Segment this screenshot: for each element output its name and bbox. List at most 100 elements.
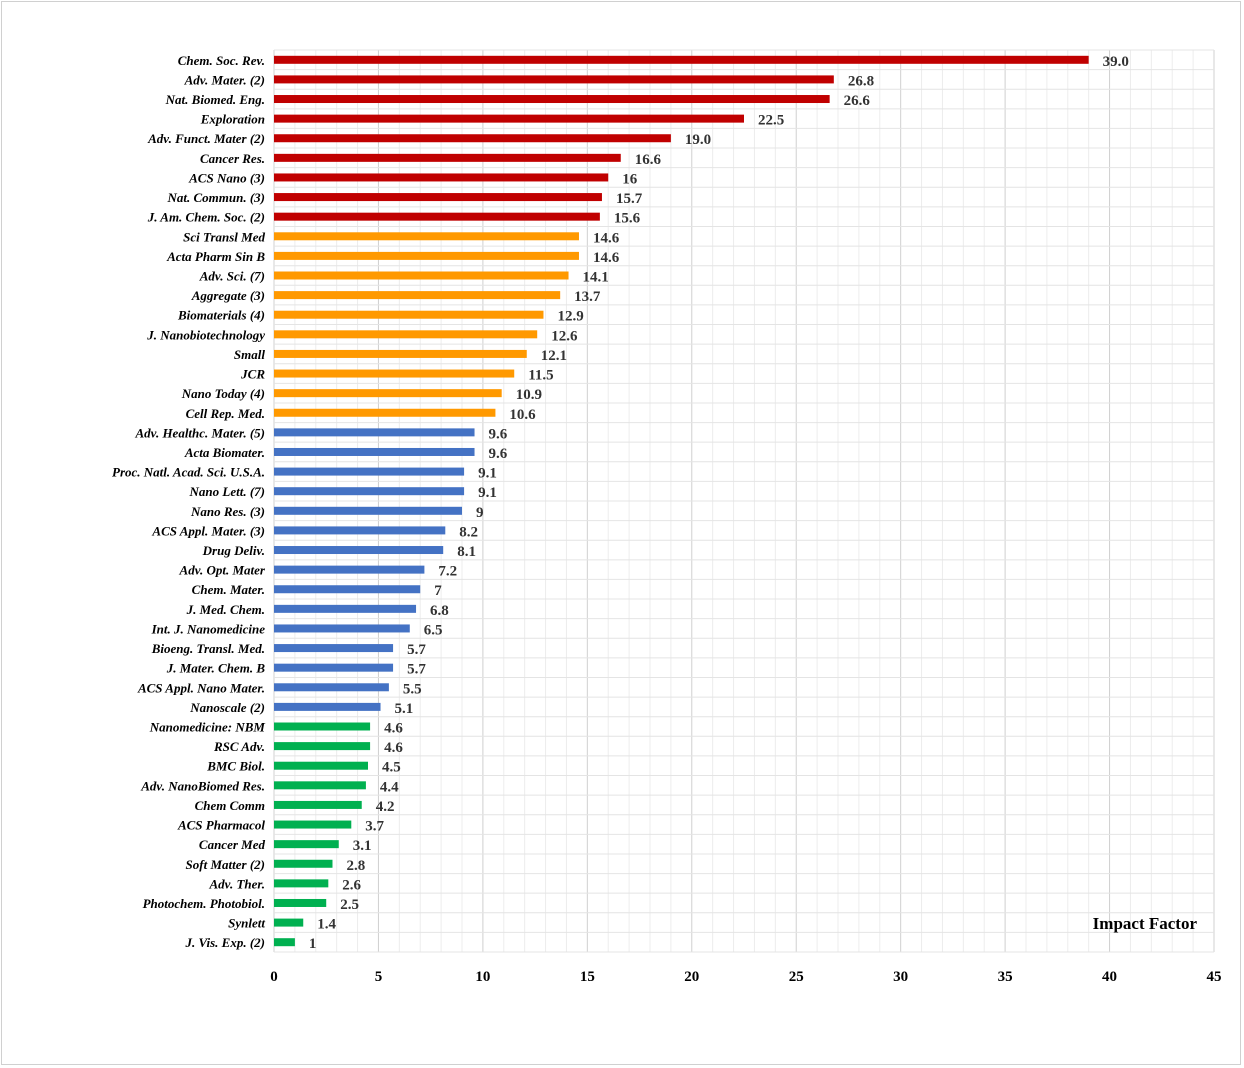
value-label: 8.2	[459, 524, 478, 540]
x-tick-label: 45	[1207, 969, 1222, 985]
category-label: Int. J. Nanomedicine	[151, 621, 266, 636]
category-label: Adv. Funct. Mater (2)	[147, 131, 265, 146]
x-tick-label: 10	[475, 969, 490, 985]
value-label: 9.1	[478, 466, 497, 482]
bar	[274, 447, 475, 456]
category-label: Bioeng. Transl. Med.	[151, 641, 265, 656]
value-label: 1.4	[317, 917, 336, 933]
value-label: 12.6	[551, 328, 578, 344]
category-label: Chem. Mater.	[192, 582, 265, 597]
value-label: 6.5	[424, 622, 443, 638]
bar	[274, 585, 421, 594]
category-label: Cancer Med	[199, 837, 266, 852]
category-label: Adv. Sci. (7)	[199, 269, 265, 284]
category-label: Adv. NanoBiomed Res.	[140, 778, 265, 793]
category-label: Sci Transl Med	[183, 229, 265, 244]
bar	[274, 55, 1089, 64]
x-tick-label: 0	[270, 969, 278, 985]
bar	[274, 389, 502, 398]
bar	[274, 859, 333, 868]
category-label: J. Am. Chem. Soc. (2)	[147, 210, 265, 225]
value-label: 5.5	[403, 681, 422, 697]
bar	[274, 310, 544, 319]
category-label: Soft Matter (2)	[186, 857, 265, 872]
bar	[274, 840, 339, 849]
category-label: Aggregate (3)	[191, 288, 265, 303]
value-label: 12.1	[541, 348, 567, 364]
value-label: 5.7	[407, 662, 426, 678]
bar	[274, 604, 417, 613]
value-label: 4.6	[384, 721, 403, 737]
value-label: 13.7	[574, 289, 601, 305]
bar	[274, 428, 475, 437]
category-label: RSC Adv.	[213, 739, 265, 754]
category-label: Drug Deliv.	[202, 543, 265, 558]
bar	[274, 898, 327, 907]
value-label: 9	[476, 505, 484, 521]
category-label: Nanomedicine: NBM	[149, 720, 266, 735]
category-label: J. Mater. Chem. B	[166, 661, 266, 676]
bar	[274, 193, 602, 202]
category-label: Nano Today (4)	[181, 386, 265, 401]
bar	[274, 212, 600, 221]
value-label: 8.1	[457, 544, 476, 560]
value-labels: 39.026.826.622.519.016.61615.715.614.614…	[309, 54, 1129, 952]
value-label: 9.6	[489, 426, 508, 442]
bar	[274, 75, 834, 84]
bar	[274, 546, 444, 555]
value-label: 7	[434, 583, 442, 599]
category-label: ACS Nano (3)	[188, 170, 265, 185]
value-label: 16.6	[635, 152, 662, 168]
value-label: 2.5	[340, 897, 359, 913]
bar	[274, 761, 368, 770]
value-label: 11.5	[528, 368, 553, 384]
category-label: Photochem. Photobiol.	[143, 896, 265, 911]
value-label: 12.9	[557, 309, 583, 325]
bar	[274, 330, 538, 339]
bar	[274, 800, 362, 809]
category-label: J. Nanobiotechnology	[146, 327, 265, 342]
category-label: Adv. Healthc. Mater. (5)	[134, 425, 265, 440]
category-label: Cell Rep. Med.	[186, 406, 265, 421]
value-label: 14.1	[583, 270, 609, 286]
grid-lines	[273, 49, 1215, 953]
category-label: ACS Appl. Mater. (3)	[151, 523, 265, 538]
category-label: Nano Res. (3)	[190, 504, 265, 519]
category-label: Biomaterials (4)	[177, 308, 265, 323]
bar	[274, 506, 462, 515]
category-label: Acta Biomater.	[184, 445, 265, 460]
bar	[274, 820, 352, 829]
value-label: 14.6	[593, 250, 620, 266]
bar-series	[274, 55, 1089, 947]
category-label: Acta Pharm Sin B	[166, 249, 265, 264]
x-tick-label: 15	[580, 969, 595, 985]
category-label: Nat. Biomed. Eng.	[165, 92, 265, 107]
value-label: 5.1	[395, 701, 414, 717]
category-label: Adv. Ther.	[209, 876, 266, 891]
bar	[274, 526, 446, 535]
bar	[274, 291, 561, 300]
bar	[274, 271, 569, 280]
value-label: 7.2	[438, 564, 457, 580]
bar	[274, 95, 830, 104]
bar	[274, 624, 410, 633]
value-label: 5.7	[407, 642, 426, 658]
x-axis-title: Impact Factor	[1093, 914, 1198, 933]
category-label: Chem. Soc. Rev.	[178, 53, 265, 68]
value-label: 26.6	[844, 93, 871, 109]
bar	[274, 467, 465, 476]
value-label: 2.6	[342, 877, 361, 893]
bar	[274, 153, 621, 162]
value-label: 4.5	[382, 760, 401, 776]
bar	[274, 134, 671, 143]
value-label: 1	[309, 936, 317, 952]
value-label: 3.1	[353, 838, 372, 854]
category-label: Cancer Res.	[200, 151, 265, 166]
value-label: 39.0	[1103, 54, 1129, 70]
x-tick-label: 20	[684, 969, 699, 985]
value-label: 26.8	[848, 73, 874, 89]
bar	[274, 938, 295, 947]
category-labels: Chem. Soc. Rev. Adv. Mater. (2) Nat. Biome…	[112, 53, 266, 950]
